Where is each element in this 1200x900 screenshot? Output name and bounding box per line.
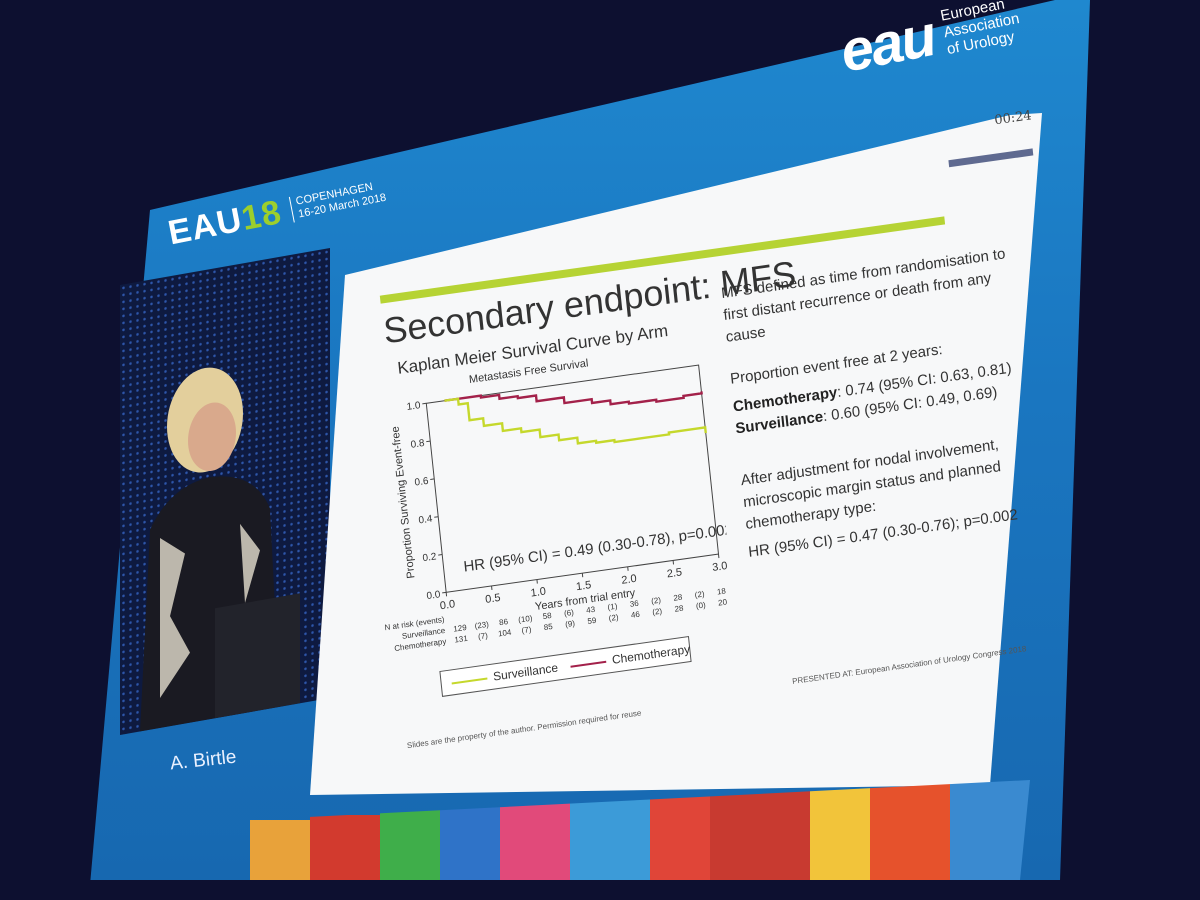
y-tick-label: 0.2 — [422, 551, 437, 564]
risk-cell: 46 — [630, 609, 641, 620]
speaker-figure — [140, 367, 300, 732]
risk-cell: 28 — [672, 592, 683, 603]
legend-swatch-surveillance — [451, 677, 488, 685]
slide-progress-bar — [948, 148, 1034, 168]
risk-cell: 36 — [629, 598, 640, 609]
risk-cell: 18 — [716, 586, 727, 597]
y-tick-label: 0.8 — [410, 438, 425, 451]
slide-footer-right: PRESENTED AT: European Association of Ur… — [791, 644, 1027, 687]
legend-item-surveillance: Surveillance — [451, 661, 559, 690]
copenhagen-houses-decoration — [250, 780, 1030, 880]
slide-footer-left: Slides are the property of the author. P… — [406, 708, 642, 751]
y-tick — [438, 554, 443, 556]
risk-cell: (10) — [517, 613, 533, 625]
risk-cell: 86 — [498, 617, 509, 628]
risk-cell: 129 — [452, 622, 468, 634]
risk-cell: (2) — [651, 606, 663, 617]
km-line-surveillance — [444, 397, 707, 445]
x-tick-label: 0.0 — [439, 598, 455, 612]
risk-cell: 104 — [497, 627, 512, 639]
risk-cell: 28 — [674, 603, 684, 614]
legend-item-chemotherapy: Chemotherapy — [570, 642, 691, 673]
risk-cell: (1) — [607, 601, 618, 613]
y-tick — [434, 516, 439, 518]
y-tick-label: 1.0 — [406, 400, 421, 413]
y-tick — [426, 440, 431, 443]
risk-cell: (2) — [650, 595, 662, 606]
slide-content: 00:24 Secondary endpoint: MFS Kaplan Mei… — [300, 7, 1105, 797]
chart-legend: Surveillance Chemotherapy — [439, 635, 692, 697]
hazard-ratio-annotation: HR (95% CI) = 0.49 (0.30-0.78), p=0.002 — [463, 521, 732, 576]
risk-cell: (2) — [608, 612, 619, 623]
risk-cell: 59 — [586, 615, 597, 626]
risk-cell: (23) — [474, 619, 490, 631]
legend-swatch-chemotherapy — [570, 660, 607, 668]
risk-cell: (9) — [564, 618, 576, 630]
x-tick-label: 2.0 — [621, 573, 637, 587]
risk-cell: (2) — [694, 589, 705, 600]
risk-cell: (6) — [563, 607, 575, 619]
x-tick-label: 0.5 — [485, 592, 501, 606]
speaker-video — [120, 247, 330, 736]
risk-cell: 43 — [585, 604, 596, 616]
x-tick-label: 3.0 — [712, 560, 728, 574]
risk-cell: 20 — [717, 597, 728, 608]
x-tick-label: 1.0 — [530, 585, 546, 599]
y-tick — [422, 402, 427, 405]
risk-cell: 131 — [454, 633, 469, 645]
risk-cell: (7) — [521, 624, 532, 636]
slide-text-panel: MFS defined as time from randomisation t… — [720, 240, 1056, 564]
y-tick — [430, 478, 435, 480]
risk-cell: 58 — [542, 610, 553, 622]
y-tick — [442, 591, 447, 594]
risk-cell: 85 — [543, 621, 554, 633]
risk-cell: (7) — [477, 631, 489, 642]
x-tick-label: 1.5 — [575, 579, 591, 593]
y-tick-label: 0.6 — [414, 476, 429, 489]
x-tick-label: 2.5 — [666, 566, 682, 580]
km-survival-chart: 0.0 0.5 1.0 1.5 2.0 2.5 3.00.00.20.40.60.81.0Y… — [390, 364, 732, 613]
conference-year: 18 — [238, 193, 285, 239]
y-tick-label: 0.4 — [418, 514, 433, 527]
risk-cell: (0) — [695, 600, 707, 611]
slide-timer: 00:24 — [993, 108, 1033, 129]
y-tick-label: 0.0 — [426, 589, 441, 602]
km-line-chemotherapy — [444, 391, 703, 406]
